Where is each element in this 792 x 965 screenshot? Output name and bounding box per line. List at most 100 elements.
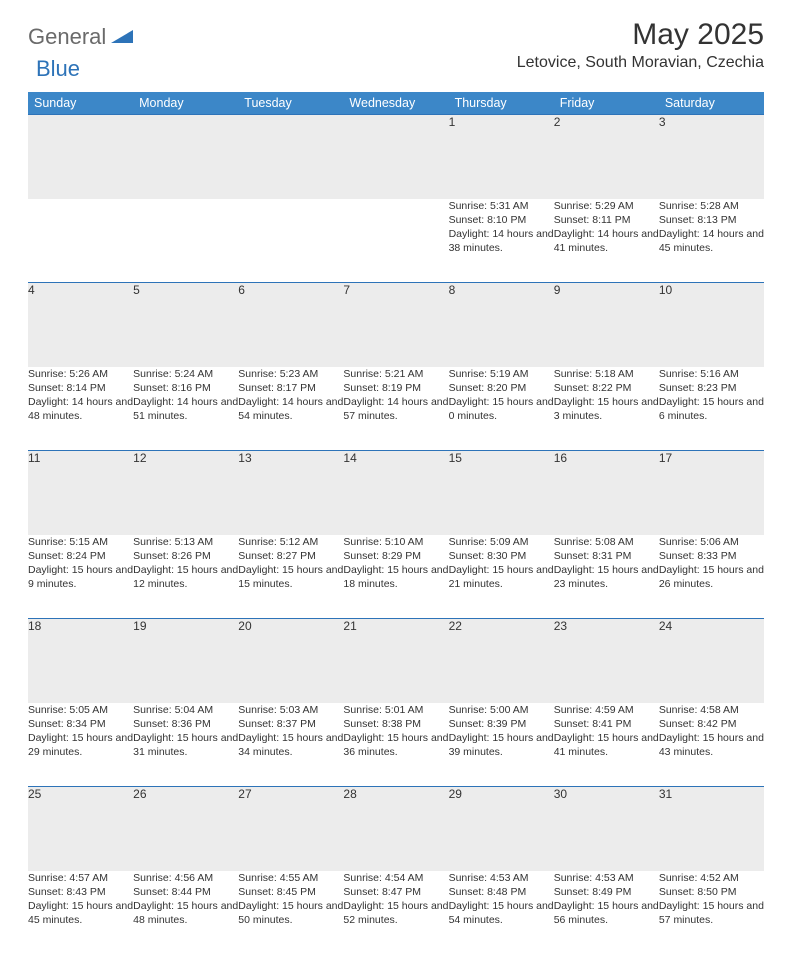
sunrise-line: Sunrise: 5:23 AM bbox=[238, 367, 343, 381]
day-number-cell: 17 bbox=[659, 451, 764, 535]
sunrise-line: Sunrise: 5:26 AM bbox=[28, 367, 133, 381]
day-number-cell: 13 bbox=[238, 451, 343, 535]
sunrise-line: Sunrise: 5:13 AM bbox=[133, 535, 238, 549]
calendar-table: Sunday Monday Tuesday Wednesday Thursday… bbox=[28, 92, 764, 955]
weekday-header: Thursday bbox=[449, 92, 554, 115]
day-number-row: 18192021222324 bbox=[28, 619, 764, 703]
title-block: May 2025 Letovice, South Moravian, Czech… bbox=[517, 18, 764, 72]
day-info-row: Sunrise: 5:15 AMSunset: 8:24 PMDaylight:… bbox=[28, 535, 764, 619]
sunset-line: Sunset: 8:39 PM bbox=[449, 717, 554, 731]
sunset-line: Sunset: 8:14 PM bbox=[28, 381, 133, 395]
daylight-line: Daylight: 15 hours and 39 minutes. bbox=[449, 731, 554, 759]
daylight-line: Daylight: 15 hours and 48 minutes. bbox=[133, 899, 238, 927]
day-info-cell: Sunrise: 5:29 AMSunset: 8:11 PMDaylight:… bbox=[554, 199, 659, 283]
day-info-cell: Sunrise: 5:09 AMSunset: 8:30 PMDaylight:… bbox=[449, 535, 554, 619]
day-number-cell: 14 bbox=[343, 451, 448, 535]
day-number-cell: 30 bbox=[554, 787, 659, 871]
day-info-cell: Sunrise: 5:26 AMSunset: 8:14 PMDaylight:… bbox=[28, 367, 133, 451]
weekday-header: Sunday bbox=[28, 92, 133, 115]
daylight-line: Daylight: 15 hours and 56 minutes. bbox=[554, 899, 659, 927]
day-number-cell bbox=[28, 115, 133, 199]
daylight-line: Daylight: 14 hours and 45 minutes. bbox=[659, 227, 764, 255]
daylight-line: Daylight: 15 hours and 23 minutes. bbox=[554, 563, 659, 591]
day-info-cell: Sunrise: 5:23 AMSunset: 8:17 PMDaylight:… bbox=[238, 367, 343, 451]
day-number-row: 11121314151617 bbox=[28, 451, 764, 535]
day-number-cell: 22 bbox=[449, 619, 554, 703]
sunset-line: Sunset: 8:42 PM bbox=[659, 717, 764, 731]
day-number-cell bbox=[343, 115, 448, 199]
daylight-line: Daylight: 14 hours and 41 minutes. bbox=[554, 227, 659, 255]
location-subtitle: Letovice, South Moravian, Czechia bbox=[517, 54, 764, 72]
day-info-cell: Sunrise: 5:28 AMSunset: 8:13 PMDaylight:… bbox=[659, 199, 764, 283]
brand-word-1: General bbox=[28, 24, 106, 50]
sunrise-line: Sunrise: 5:18 AM bbox=[554, 367, 659, 381]
daylight-line: Daylight: 15 hours and 26 minutes. bbox=[659, 563, 764, 591]
day-info-cell bbox=[238, 199, 343, 283]
day-number-cell: 25 bbox=[28, 787, 133, 871]
sunset-line: Sunset: 8:33 PM bbox=[659, 549, 764, 563]
brand-logo: General bbox=[28, 18, 135, 50]
daylight-line: Daylight: 14 hours and 38 minutes. bbox=[449, 227, 554, 255]
sunset-line: Sunset: 8:30 PM bbox=[449, 549, 554, 563]
sunset-line: Sunset: 8:16 PM bbox=[133, 381, 238, 395]
sunrise-line: Sunrise: 5:31 AM bbox=[449, 199, 554, 213]
sunset-line: Sunset: 8:19 PM bbox=[343, 381, 448, 395]
weekday-header: Wednesday bbox=[343, 92, 448, 115]
daylight-line: Daylight: 15 hours and 36 minutes. bbox=[343, 731, 448, 759]
day-info-cell: Sunrise: 4:52 AMSunset: 8:50 PMDaylight:… bbox=[659, 871, 764, 955]
sunrise-line: Sunrise: 5:19 AM bbox=[449, 367, 554, 381]
day-info-cell bbox=[133, 199, 238, 283]
day-info-cell: Sunrise: 5:19 AMSunset: 8:20 PMDaylight:… bbox=[449, 367, 554, 451]
sunset-line: Sunset: 8:29 PM bbox=[343, 549, 448, 563]
sunrise-line: Sunrise: 5:21 AM bbox=[343, 367, 448, 381]
day-info-cell: Sunrise: 5:15 AMSunset: 8:24 PMDaylight:… bbox=[28, 535, 133, 619]
day-info-row: Sunrise: 5:26 AMSunset: 8:14 PMDaylight:… bbox=[28, 367, 764, 451]
daylight-line: Daylight: 15 hours and 9 minutes. bbox=[28, 563, 133, 591]
day-info-cell: Sunrise: 5:06 AMSunset: 8:33 PMDaylight:… bbox=[659, 535, 764, 619]
day-number-row: 45678910 bbox=[28, 283, 764, 367]
sunrise-line: Sunrise: 5:00 AM bbox=[449, 703, 554, 717]
sunrise-line: Sunrise: 5:03 AM bbox=[238, 703, 343, 717]
daylight-line: Daylight: 15 hours and 43 minutes. bbox=[659, 731, 764, 759]
sunrise-line: Sunrise: 5:06 AM bbox=[659, 535, 764, 549]
day-info-cell: Sunrise: 5:03 AMSunset: 8:37 PMDaylight:… bbox=[238, 703, 343, 787]
day-info-cell: Sunrise: 5:31 AMSunset: 8:10 PMDaylight:… bbox=[449, 199, 554, 283]
sunrise-line: Sunrise: 5:29 AM bbox=[554, 199, 659, 213]
daylight-line: Daylight: 14 hours and 57 minutes. bbox=[343, 395, 448, 423]
day-info-row: Sunrise: 5:31 AMSunset: 8:10 PMDaylight:… bbox=[28, 199, 764, 283]
day-info-cell: Sunrise: 5:21 AMSunset: 8:19 PMDaylight:… bbox=[343, 367, 448, 451]
day-info-cell: Sunrise: 4:56 AMSunset: 8:44 PMDaylight:… bbox=[133, 871, 238, 955]
day-number-row: 123 bbox=[28, 115, 764, 199]
day-info-cell: Sunrise: 4:54 AMSunset: 8:47 PMDaylight:… bbox=[343, 871, 448, 955]
weekday-header: Friday bbox=[554, 92, 659, 115]
sunset-line: Sunset: 8:27 PM bbox=[238, 549, 343, 563]
day-number-cell: 5 bbox=[133, 283, 238, 367]
sunset-line: Sunset: 8:31 PM bbox=[554, 549, 659, 563]
day-number-cell bbox=[238, 115, 343, 199]
day-number-cell: 20 bbox=[238, 619, 343, 703]
day-number-cell: 8 bbox=[449, 283, 554, 367]
sunrise-line: Sunrise: 5:15 AM bbox=[28, 535, 133, 549]
sunset-line: Sunset: 8:20 PM bbox=[449, 381, 554, 395]
brand-word-2: Blue bbox=[36, 56, 80, 81]
day-info-cell: Sunrise: 4:53 AMSunset: 8:48 PMDaylight:… bbox=[449, 871, 554, 955]
day-info-cell: Sunrise: 5:04 AMSunset: 8:36 PMDaylight:… bbox=[133, 703, 238, 787]
sunrise-line: Sunrise: 4:55 AM bbox=[238, 871, 343, 885]
sunset-line: Sunset: 8:26 PM bbox=[133, 549, 238, 563]
daylight-line: Daylight: 14 hours and 48 minutes. bbox=[28, 395, 133, 423]
sunset-line: Sunset: 8:24 PM bbox=[28, 549, 133, 563]
calendar-body: 123Sunrise: 5:31 AMSunset: 8:10 PMDaylig… bbox=[28, 115, 764, 955]
day-number-cell: 21 bbox=[343, 619, 448, 703]
sunset-line: Sunset: 8:37 PM bbox=[238, 717, 343, 731]
day-info-cell: Sunrise: 5:12 AMSunset: 8:27 PMDaylight:… bbox=[238, 535, 343, 619]
day-number-cell: 23 bbox=[554, 619, 659, 703]
sunset-line: Sunset: 8:13 PM bbox=[659, 213, 764, 227]
day-info-cell: Sunrise: 5:24 AMSunset: 8:16 PMDaylight:… bbox=[133, 367, 238, 451]
sunrise-line: Sunrise: 4:53 AM bbox=[554, 871, 659, 885]
daylight-line: Daylight: 15 hours and 52 minutes. bbox=[343, 899, 448, 927]
weekday-header: Monday bbox=[133, 92, 238, 115]
daylight-line: Daylight: 15 hours and 29 minutes. bbox=[28, 731, 133, 759]
daylight-line: Daylight: 15 hours and 34 minutes. bbox=[238, 731, 343, 759]
sunset-line: Sunset: 8:22 PM bbox=[554, 381, 659, 395]
day-number-cell: 1 bbox=[449, 115, 554, 199]
